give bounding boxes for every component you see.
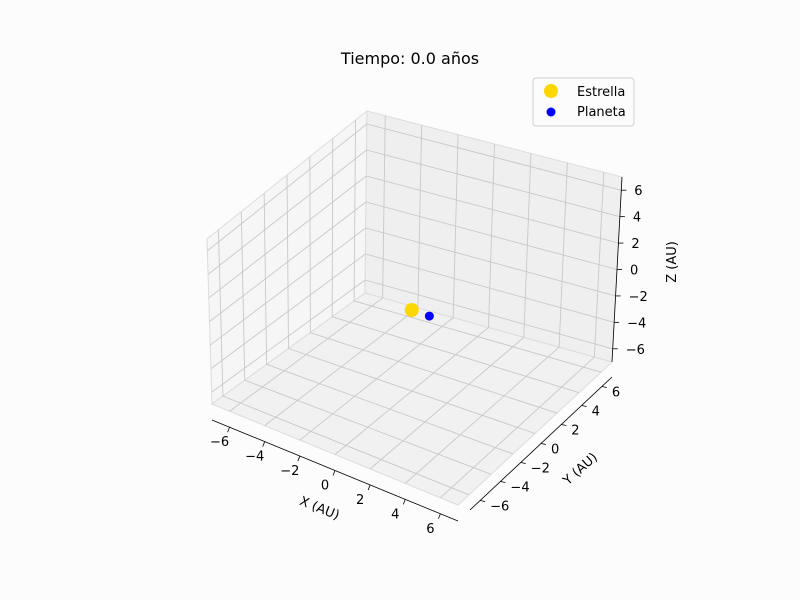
y-tick-label: −6 [490, 500, 509, 515]
point-estrella [404, 303, 419, 317]
z-axis-label: Z (AU) [665, 241, 680, 283]
x-tick-mark [262, 441, 266, 447]
floor-grid-y [244, 379, 492, 475]
wall-grid-z [210, 253, 366, 370]
wall-grid-z [365, 201, 618, 270]
x-tick-label: −6 [210, 435, 229, 450]
legend-label-planeta: Planeta [577, 105, 626, 120]
floor-grid-y [310, 332, 558, 414]
y-tick-label: 6 [612, 386, 620, 401]
z-tick-label: −4 [627, 316, 646, 331]
x-tick-label: −4 [245, 450, 264, 465]
legend-marker-planeta [546, 107, 556, 117]
legend-box [532, 77, 635, 127]
floor-grid-y [288, 348, 536, 434]
y-tick-label: 0 [551, 443, 559, 458]
z-tick-label: −6 [626, 343, 645, 358]
z-tick-label: −2 [629, 290, 648, 305]
wall-grid-z [207, 123, 368, 252]
x-tick-label: 2 [356, 493, 364, 508]
wall-grid-z [366, 123, 622, 191]
wall-grid-z [209, 227, 366, 346]
wall-grid-z [207, 149, 367, 275]
x-tick-mark [402, 499, 406, 505]
x-axis-label: X (AU) [297, 494, 341, 523]
grid-lines [207, 115, 622, 499]
y-tick-mark [500, 481, 506, 483]
floor-grid-y [222, 395, 470, 496]
y-tick-mark [480, 500, 486, 502]
x-tick-label: −2 [280, 464, 299, 479]
chart-title: Tiempo: 0.0 años [340, 49, 479, 68]
legend: Estrella Planeta [532, 77, 635, 127]
y-tick-label: 4 [592, 405, 600, 420]
y-tick-label: 2 [571, 424, 579, 439]
wall-grid-z [366, 175, 619, 244]
x-tick-mark [227, 427, 230, 433]
z-tick-label: 6 [634, 184, 642, 199]
y-tick-label: −4 [510, 481, 529, 496]
legend-label-estrella: Estrella [577, 85, 625, 100]
point-planeta [424, 311, 434, 321]
wall-grid-z [366, 149, 620, 218]
x-ticks: −6 −4 −2 0 2 4 6 [210, 427, 441, 537]
x-tick-label: 6 [426, 522, 434, 537]
wall-grid-z [209, 201, 367, 322]
x-tick-label: 4 [391, 507, 399, 522]
y-axis-label: Y (AU) [560, 450, 601, 489]
y-tick-label: −2 [531, 462, 550, 477]
x-tick-mark [332, 470, 336, 476]
wall-grid-z [208, 175, 367, 299]
wall-grid-z [365, 253, 615, 323]
data-points [404, 303, 434, 321]
wall-grid-z [211, 279, 366, 393]
y-tick-mark [540, 443, 547, 445]
x-tick-mark [367, 484, 371, 491]
floor-grid-y [266, 363, 514, 455]
floor-grid-y [353, 300, 602, 373]
wall-grid-z [365, 279, 613, 350]
y-tick-mark [561, 424, 567, 426]
x-tick-mark [297, 455, 301, 462]
x-tick-label: 0 [321, 479, 329, 494]
z-tick-label: 4 [633, 211, 641, 226]
legend-marker-estrella [544, 84, 558, 98]
z-ticks: −6 −4 −2 0 2 4 6 [612, 184, 648, 358]
floor-grid-y [332, 316, 580, 394]
x-tick-mark [438, 513, 441, 519]
y-tick-mark [581, 405, 587, 407]
z-tick-label: 0 [630, 264, 638, 279]
y-tick-mark [520, 462, 526, 464]
z-tick-label: 2 [631, 237, 639, 252]
wall-grid-z [365, 227, 616, 297]
y-tick-mark [601, 386, 607, 388]
